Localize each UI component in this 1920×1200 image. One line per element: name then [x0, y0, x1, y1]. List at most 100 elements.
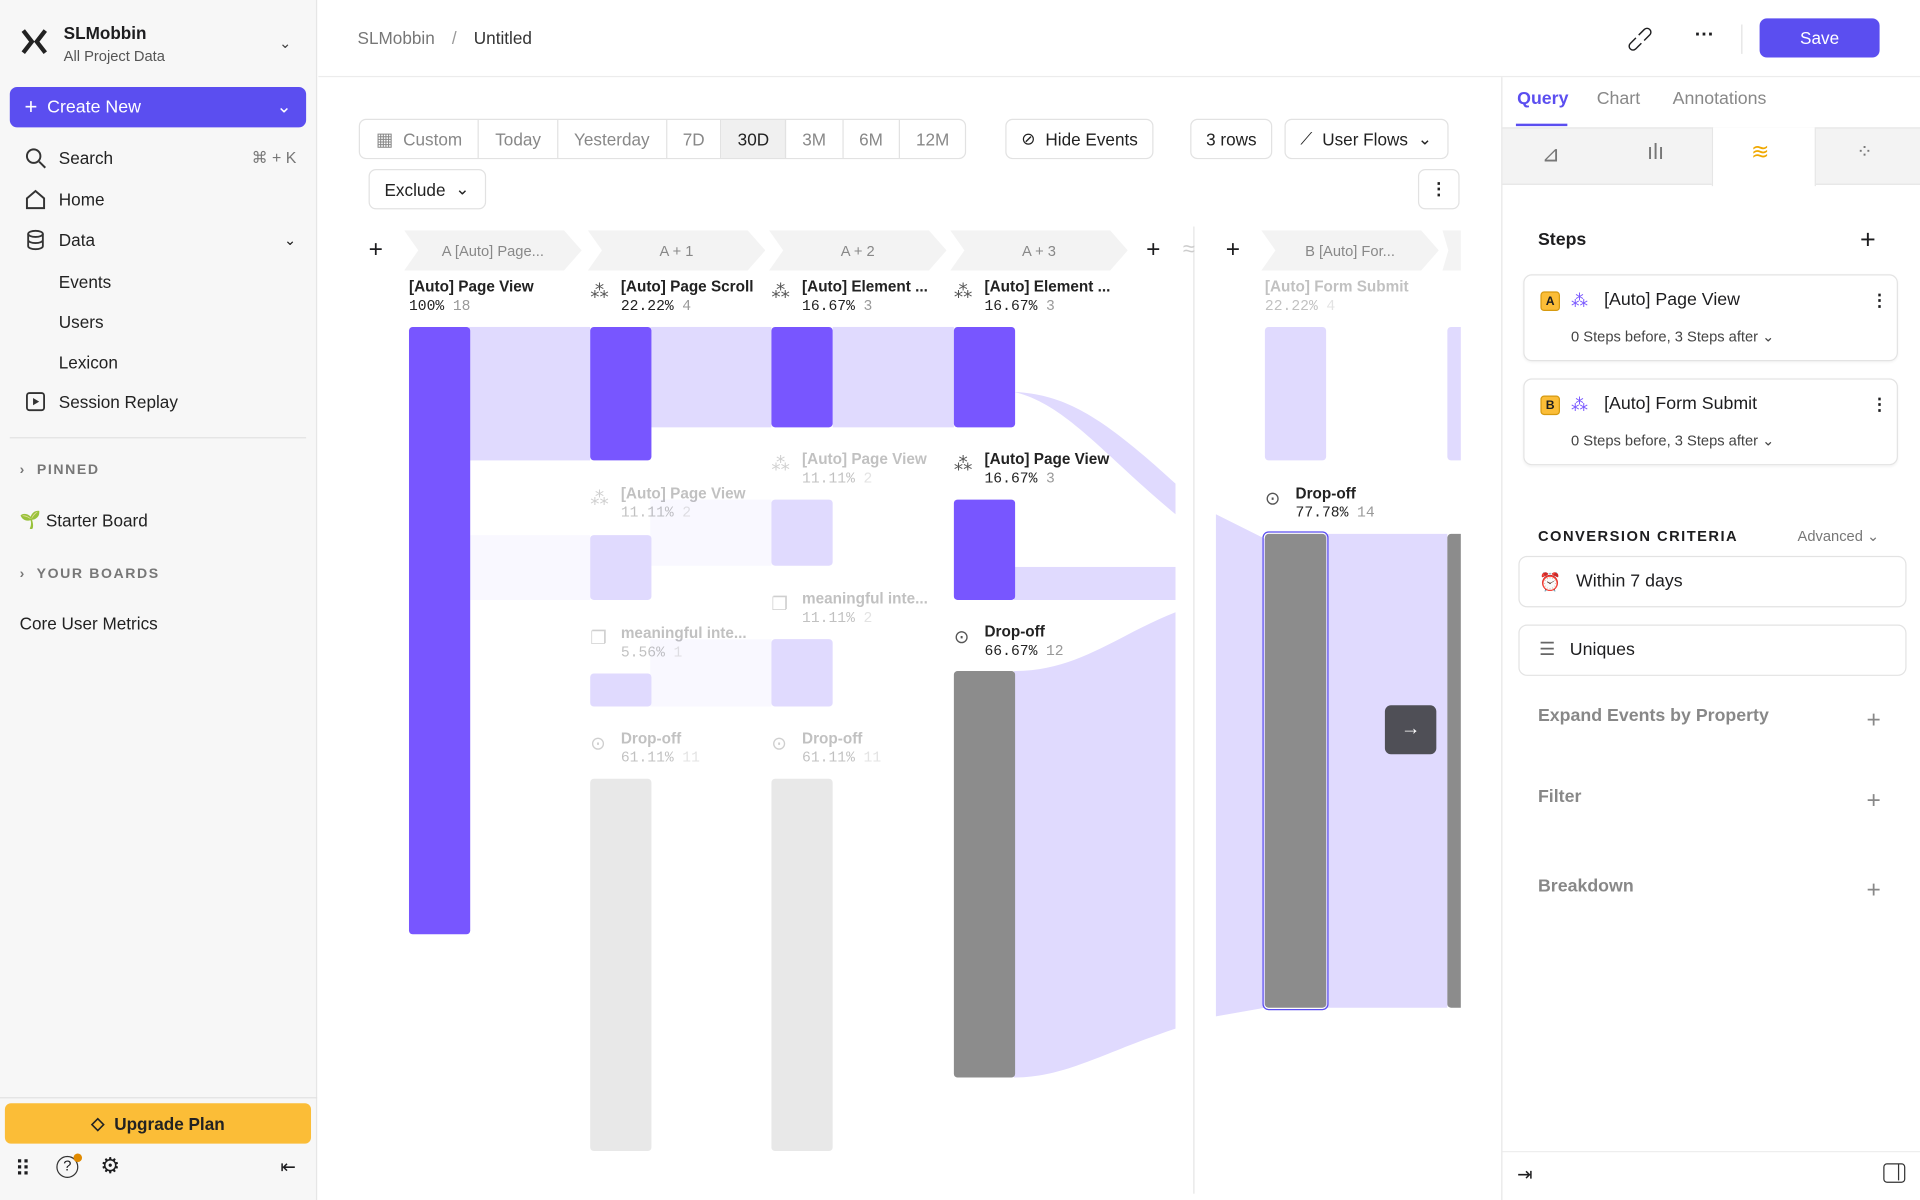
sidebar-item-events[interactable]: Events [58, 271, 112, 292]
tab-annotations[interactable]: Annotations [1672, 89, 1767, 109]
sidebar-item-data[interactable]: Data ⌄ [24, 229, 296, 251]
step-menu-icon[interactable]: ⋮ [1871, 394, 1889, 414]
step-window-dropdown[interactable]: 0 Steps before, 3 Steps after ⌄ [1571, 432, 1775, 450]
filter-row[interactable]: Filter + [1538, 787, 1881, 815]
range-custom[interactable]: ▦ Custom [360, 120, 480, 158]
range-label: Custom [403, 129, 463, 149]
project-name[interactable]: SLMobbin [63, 23, 147, 43]
add-step-icon[interactable]: + [368, 236, 383, 264]
sidebar-item-search[interactable]: Search ⌘ + K [24, 147, 296, 169]
flow-node[interactable] [953, 326, 1016, 428]
gear-icon[interactable]: ⚙ [100, 1153, 121, 1178]
rows-button[interactable]: 3 rows [1190, 118, 1273, 160]
flows-icon[interactable]: ≋ [1751, 139, 1770, 165]
create-new-button[interactable]: + Create New ⌄ [9, 86, 307, 128]
hide-events-button[interactable]: ⊘ Hide Events [1005, 118, 1154, 160]
sidebar-item-users[interactable]: Users [58, 312, 104, 332]
flow-node-dropoff[interactable] [1447, 533, 1461, 1008]
step-header-b1[interactable] [1442, 230, 1461, 271]
sidebar-item-lexicon[interactable]: Lexicon [58, 352, 118, 373]
pinned-section[interactable]: › PINNED [19, 462, 100, 478]
active-tab-indicator [1515, 123, 1568, 127]
save-button[interactable]: Save [1759, 18, 1880, 58]
range-6m[interactable]: 6M [843, 120, 901, 158]
upgrade-plan-button[interactable]: ◇ Upgrade Plan [4, 1103, 312, 1144]
step-card-a[interactable]: A ⁂ [Auto] Page View 0 Steps before, 3 S… [1523, 274, 1898, 362]
sidebar-item-session-replay[interactable]: Session Replay [24, 391, 178, 413]
plus-icon[interactable]: + [1866, 787, 1881, 815]
chart-menu-icon[interactable]: ⋮ [1417, 168, 1460, 210]
range-30d[interactable]: 30D [721, 120, 787, 158]
upgrade-label: Upgrade Plan [114, 1113, 225, 1134]
flow-node[interactable] [771, 326, 833, 428]
tab-query[interactable]: Query [1517, 89, 1569, 109]
flow-link [650, 326, 772, 428]
step-header-b[interactable]: B [Auto] For... [1261, 230, 1439, 271]
range-3m[interactable]: 3M [786, 120, 844, 158]
flow-link [832, 326, 954, 428]
range-today[interactable]: Today [479, 120, 559, 158]
step-header-a1[interactable]: A + 1 [587, 230, 766, 271]
divider [9, 437, 307, 439]
diamond-icon: ◇ [91, 1113, 105, 1133]
conversion-window-selector[interactable]: ⏰ Within 7 days [1518, 555, 1907, 608]
replay-icon [26, 392, 46, 412]
add-step-icon[interactable]: + [1146, 236, 1161, 264]
flow-node[interactable] [953, 499, 1016, 601]
grid-dots-icon[interactable]: ⁘ [1856, 142, 1873, 163]
advanced-dropdown[interactable]: Advanced ⌄ [1797, 527, 1880, 545]
apps-grid-icon[interactable]: ⠿ [14, 1157, 31, 1182]
panel-layout-icon[interactable] [1883, 1163, 1906, 1183]
range-12m[interactable]: 12M [915, 129, 950, 149]
add-step-icon[interactable]: + [1860, 224, 1876, 255]
view-type-dropdown[interactable]: ⟋ User Flows ⌄ [1284, 118, 1449, 160]
step-header-a[interactable]: A [Auto] Page... [404, 230, 582, 271]
line-chart-icon[interactable]: ⊿ [1541, 142, 1561, 167]
sidebar-item-core-user-metrics[interactable]: Core User Metrics [19, 613, 158, 634]
flow-node[interactable] [590, 326, 652, 461]
breadcrumb-project[interactable]: SLMobbin [357, 28, 435, 48]
step-menu-icon[interactable]: ⋮ [1871, 290, 1889, 310]
sidebar-item-home[interactable]: Home [24, 189, 105, 211]
flow-node-dropoff[interactable] [590, 778, 652, 1152]
range-7d[interactable]: 7D [667, 120, 722, 158]
flow-node-dropoff-selected[interactable] [1262, 531, 1329, 1011]
step-header-a2[interactable]: A + 2 [768, 230, 947, 271]
flow-node[interactable] [771, 639, 833, 707]
add-step-icon[interactable]: + [1225, 236, 1241, 264]
help-icon[interactable]: ? [56, 1155, 79, 1178]
expand-events-row[interactable]: Expand Events by Property + [1538, 707, 1881, 735]
plus-icon[interactable]: + [1866, 706, 1881, 734]
sidebar-item-starter-board[interactable]: 🌱 Starter Board [20, 509, 148, 530]
your-boards-section[interactable]: › YOUR BOARDS [19, 566, 160, 582]
more-icon[interactable]: ··· [1694, 24, 1715, 46]
project-chevron-icon[interactable]: ⌄ [279, 34, 292, 52]
logo-icon [20, 27, 49, 56]
bar-chart-icon[interactable]: ılı [1646, 139, 1665, 165]
tab-chart[interactable]: Chart [1596, 89, 1641, 109]
collapse-sidebar-icon[interactable]: ⇤ [280, 1157, 296, 1178]
scroll-right-button[interactable]: → [1384, 705, 1437, 755]
flow-node-dropoff[interactable] [953, 671, 1016, 1078]
flow-node[interactable] [590, 673, 652, 707]
collapse-panel-icon[interactable]: ⇥ [1517, 1164, 1533, 1186]
step-detail: 0 Steps before, 3 Steps after [1571, 328, 1759, 346]
range-yesterday[interactable]: Yesterday [558, 120, 667, 158]
exclude-dropdown[interactable]: Exclude ⌄ [368, 168, 486, 210]
breadcrumb-report-title[interactable]: Untitled [473, 28, 532, 48]
step-header-a3[interactable]: A + 3 [950, 230, 1128, 271]
plus-icon[interactable]: + [1866, 876, 1881, 904]
collapsed-steps-icon[interactable]: ≈ [1182, 236, 1195, 261]
step-card-b[interactable]: B ⁂ [Auto] Form Submit 0 Steps before, 3… [1523, 378, 1898, 466]
step-window-dropdown[interactable]: 0 Steps before, 3 Steps after ⌄ [1571, 328, 1775, 346]
flow-node[interactable] [408, 326, 471, 935]
flow-node-dropoff[interactable] [771, 778, 833, 1152]
node-stats: 11.11% 2 [802, 470, 872, 487]
flow-node[interactable] [1264, 326, 1327, 461]
flow-node[interactable] [1447, 326, 1461, 461]
counting-method-selector[interactable]: ☰ Uniques [1518, 624, 1907, 676]
divider [0, 1097, 318, 1099]
flow-node[interactable] [590, 535, 652, 601]
breakdown-row[interactable]: Breakdown + [1538, 877, 1881, 905]
flow-node[interactable] [771, 499, 833, 566]
